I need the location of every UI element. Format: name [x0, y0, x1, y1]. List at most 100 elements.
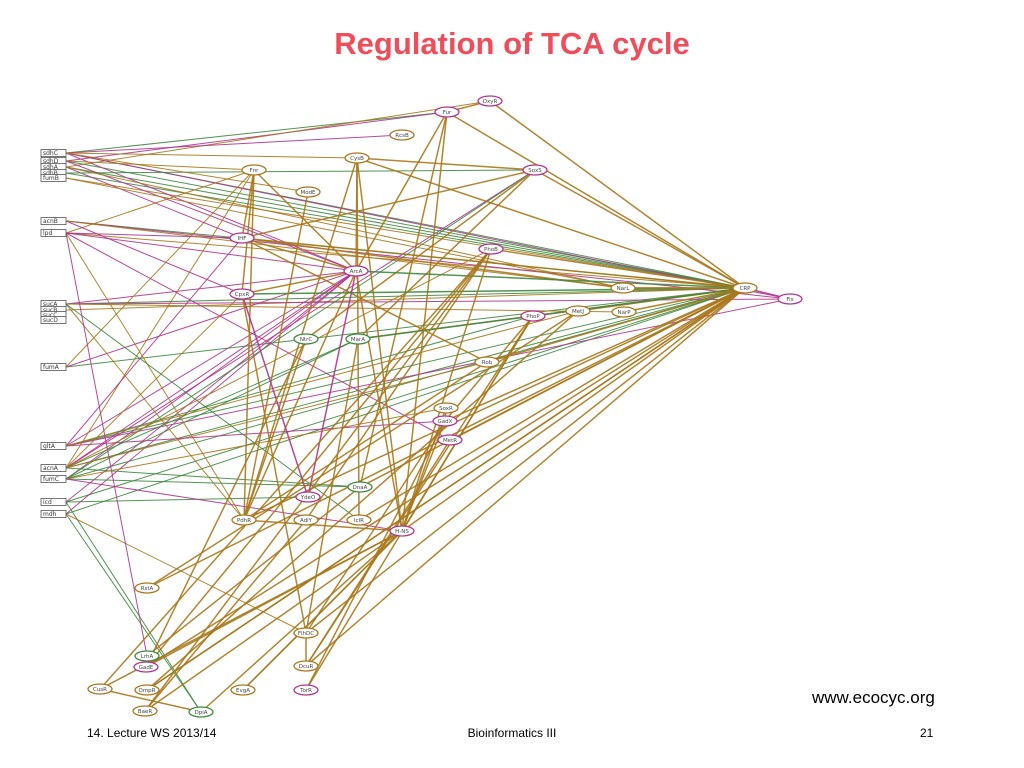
regulation-edge [65, 172, 746, 289]
svg-text:fumB: fumB [43, 175, 59, 182]
regulation-edge [65, 177, 624, 289]
regulation-edge [144, 248, 492, 712]
regulation-edge [65, 270, 357, 305]
regulation-edge [65, 166, 243, 239]
regulation-edge [65, 232, 357, 272]
regulation-edge [65, 152, 358, 159]
svg-text:mdh: mdh [43, 511, 57, 518]
regulation-edge [65, 270, 357, 447]
regulator-cusr: CusR [87, 683, 113, 695]
svg-text:lpd: lpd [43, 230, 52, 237]
regulation-edge [65, 293, 243, 469]
regulator-baer: BaeR [132, 705, 158, 717]
regulation-edge [65, 169, 536, 469]
regulation-edge [65, 169, 255, 469]
regulator-soxr: SoxR [433, 402, 459, 414]
regulation-edge [241, 237, 746, 289]
regulation-edge [444, 287, 746, 422]
regulation-edge [65, 152, 357, 272]
regulation-edge [65, 310, 579, 447]
svg-text:sucA: sucA [43, 301, 58, 308]
regulation-edge [65, 111, 448, 154]
svg-text:IclR: IclR [354, 518, 364, 524]
regulation-edge [65, 287, 746, 368]
regulation-edge [356, 157, 746, 289]
svg-text:GadE: GadE [139, 665, 154, 671]
regulation-edge [65, 169, 255, 368]
regulator-adiy: AdiY [293, 514, 319, 526]
gene-fumB: fumB [40, 174, 67, 182]
regulation-edge [623, 287, 746, 313]
regulation-edge [358, 287, 746, 521]
regulation-edge [356, 157, 403, 532]
gene-acnA: acnA [40, 464, 67, 472]
regulation-edge [243, 270, 357, 521]
regulator-oxyr: OxyR [477, 95, 503, 107]
regulation-edge [145, 287, 746, 668]
svg-text:OmpR: OmpR [139, 688, 156, 694]
regulation-edge [65, 232, 451, 441]
regulator-soxs: SoxS [522, 164, 548, 176]
regulator-nodes: Fur OxyR RcsB CysB Fnr SoxS ModE IHF ArcA CRP Fis C… [87, 95, 803, 718]
svg-text:BaeR: BaeR [138, 709, 153, 715]
regulator-ntrc: NtrC [293, 333, 319, 345]
regulator-mode: ModE [295, 186, 321, 198]
svg-text:ModE: ModE [300, 190, 316, 196]
regulation-edge [65, 287, 746, 469]
regulation-edge [243, 287, 746, 521]
regulation-edge [243, 519, 403, 532]
regulation-edge [355, 270, 746, 289]
regulator-narl: NarL [610, 282, 636, 294]
regulation-edge [243, 191, 309, 521]
regulation-edge [145, 248, 492, 668]
regulation-edge [65, 248, 492, 469]
regulator-pdhr: PdhR [231, 514, 257, 526]
svg-text:fumC: fumC [43, 476, 59, 483]
regulator-dcur: DcuR [293, 660, 319, 672]
regulation-edge [145, 338, 307, 668]
regulation-edge [65, 237, 243, 447]
regulation-edge [65, 220, 243, 295]
svg-text:RstA: RstA [141, 586, 154, 592]
network-edges [65, 100, 791, 713]
svg-text:CpxR: CpxR [235, 292, 250, 298]
svg-text:SoxS: SoxS [528, 168, 542, 174]
regulator-evga: EvgA [230, 684, 256, 696]
regulator-phop: PhoP [520, 310, 546, 322]
regulation-edge [241, 293, 309, 498]
svg-text:DcuR: DcuR [299, 664, 314, 670]
svg-text:Fur: Fur [443, 110, 452, 116]
svg-text:Fis: Fis [786, 297, 793, 303]
regulation-edge [65, 160, 357, 272]
slide-title: Regulation of TCA cycle [334, 26, 690, 61]
regulation-edge [355, 270, 403, 532]
regulation-edge [65, 303, 245, 521]
gene-icd: icd [40, 498, 67, 506]
gene-gltA: gltA [40, 442, 67, 450]
regulation-edge [241, 287, 746, 295]
regulator-torr: TorR [293, 684, 319, 696]
source-credit: www.ecocyc.org [812, 688, 935, 707]
regulation-edge [65, 338, 359, 469]
regulation-edge [241, 169, 255, 239]
regulation-edge [65, 232, 746, 289]
regulation-edge [144, 519, 307, 712]
gene-fumA: fumA [40, 363, 67, 371]
regulation-edge [241, 169, 536, 239]
svg-text:Fnr: Fnr [250, 168, 260, 174]
regulator-fur: Fur [434, 106, 460, 118]
regulation-edge [65, 100, 491, 168]
svg-text:H-NS: H-NS [395, 529, 409, 535]
regulation-edge [359, 287, 746, 488]
regulator-gade: GadE [133, 661, 159, 673]
regulator-metr: MetR [437, 434, 463, 446]
svg-text:acnA: acnA [43, 465, 59, 472]
regulator-crp: CRP [732, 282, 758, 294]
regulation-edge [65, 134, 403, 154]
svg-text:gltA: gltA [43, 443, 56, 450]
regulator-h-ns: H-NS [389, 525, 415, 537]
regulation-edge [486, 287, 746, 363]
svg-text:acnB: acnB [43, 218, 58, 225]
